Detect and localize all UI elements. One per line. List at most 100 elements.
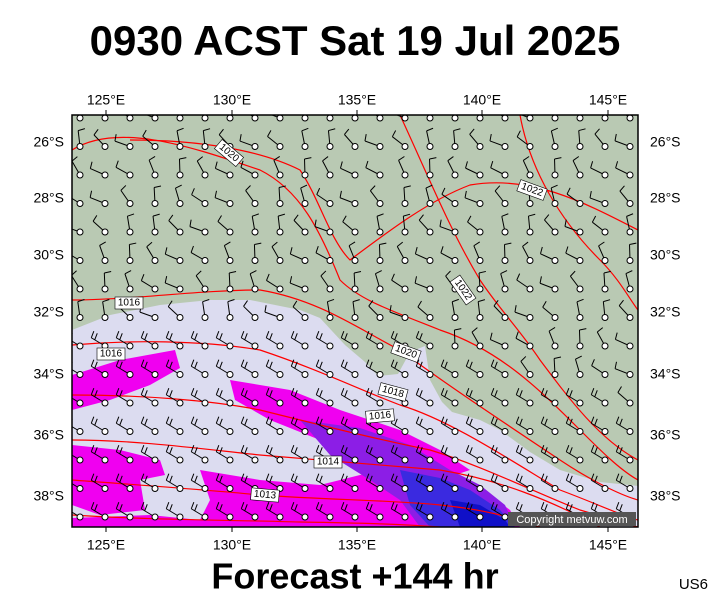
station	[502, 486, 508, 492]
station	[552, 201, 558, 207]
station	[102, 115, 108, 121]
station	[152, 343, 158, 349]
station	[152, 486, 158, 492]
station	[427, 144, 433, 150]
station	[102, 286, 108, 292]
station	[77, 429, 83, 435]
station	[352, 429, 358, 435]
station	[152, 514, 158, 520]
lon-label: 140°E	[463, 92, 501, 108]
station	[202, 457, 208, 463]
station	[227, 429, 233, 435]
station	[102, 457, 108, 463]
station	[527, 343, 533, 349]
station	[577, 229, 583, 235]
station	[577, 343, 583, 349]
station	[152, 286, 158, 292]
lat-label: 30°S	[650, 247, 681, 263]
station	[352, 115, 358, 121]
contour-label-text: 1013	[253, 489, 277, 502]
station	[152, 372, 158, 378]
station	[302, 315, 308, 321]
station	[352, 172, 358, 178]
station	[227, 201, 233, 207]
station	[277, 372, 283, 378]
station	[77, 457, 83, 463]
station	[177, 201, 183, 207]
station	[352, 315, 358, 321]
station	[252, 400, 258, 406]
station	[302, 514, 308, 520]
station	[327, 343, 333, 349]
station	[327, 486, 333, 492]
station	[102, 201, 108, 207]
station	[227, 343, 233, 349]
station	[177, 400, 183, 406]
station	[252, 115, 258, 121]
station	[602, 343, 608, 349]
station	[402, 372, 408, 378]
station	[177, 343, 183, 349]
contour-label: 1013	[251, 488, 280, 502]
station	[277, 201, 283, 207]
station	[327, 372, 333, 378]
station	[602, 201, 608, 207]
station	[477, 514, 483, 520]
station	[577, 258, 583, 264]
station	[602, 229, 608, 235]
station	[302, 258, 308, 264]
station	[252, 258, 258, 264]
station	[552, 286, 558, 292]
lat-label: 32°S	[33, 304, 64, 320]
station	[477, 315, 483, 321]
station	[452, 372, 458, 378]
station	[627, 286, 633, 292]
station	[627, 258, 633, 264]
station	[452, 343, 458, 349]
station	[427, 229, 433, 235]
station	[302, 144, 308, 150]
station	[277, 315, 283, 321]
station	[252, 514, 258, 520]
barb-feather	[66, 360, 69, 367]
station	[152, 172, 158, 178]
station	[627, 486, 633, 492]
station	[477, 486, 483, 492]
station	[502, 457, 508, 463]
station	[527, 229, 533, 235]
station	[352, 343, 358, 349]
station	[252, 144, 258, 150]
station	[477, 229, 483, 235]
station	[327, 229, 333, 235]
station	[277, 457, 283, 463]
station	[402, 486, 408, 492]
station	[127, 400, 133, 406]
station	[577, 201, 583, 207]
station	[227, 457, 233, 463]
station	[102, 315, 108, 321]
station	[352, 258, 358, 264]
station	[127, 486, 133, 492]
station	[602, 372, 608, 378]
barb-feather	[295, 100, 300, 105]
station	[502, 201, 508, 207]
station	[327, 315, 333, 321]
station	[302, 429, 308, 435]
station	[302, 457, 308, 463]
station	[127, 315, 133, 321]
station	[502, 514, 508, 520]
station	[127, 144, 133, 150]
station	[177, 229, 183, 235]
lat-label: 32°S	[650, 304, 681, 320]
lon-label: 130°E	[213, 92, 251, 108]
station	[377, 115, 383, 121]
station	[402, 144, 408, 150]
station	[552, 486, 558, 492]
station	[552, 400, 558, 406]
station	[352, 514, 358, 520]
station	[577, 486, 583, 492]
station	[77, 258, 83, 264]
barb-feather	[329, 100, 336, 102]
station	[302, 115, 308, 121]
